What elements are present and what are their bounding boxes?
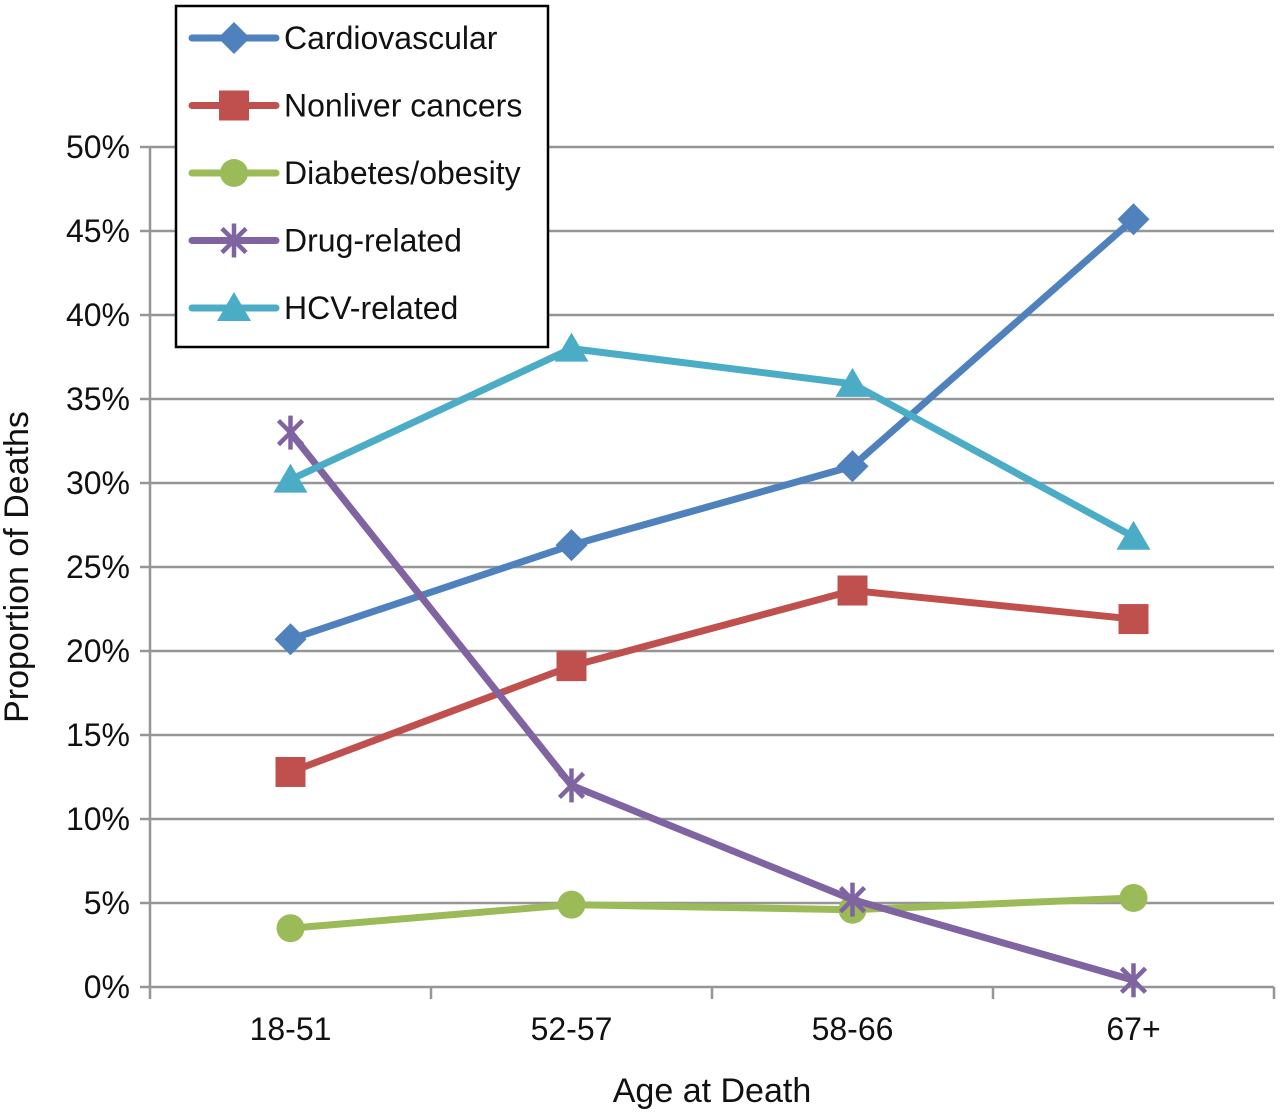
marker-square [837,575,868,606]
series-line-diabetes-obesity [287,894,1137,932]
y-tick-label: 20% [66,633,130,669]
legend-label: Drug-related [284,223,462,259]
marker-triangle [835,367,870,397]
marker-circle [557,890,586,919]
legend-item-hcv-related: HCV-related [188,290,458,326]
marker-circle [1119,883,1148,912]
marker-asterisk [276,415,305,450]
series-hcv-related [273,332,1151,550]
legend-label: Diabetes/obesity [284,155,521,191]
marker-circle [276,914,305,943]
marker-triangle [554,332,589,362]
marker-diamond [1117,203,1150,236]
x-category-label: 67+ [1106,1011,1160,1047]
marker-diamond [555,529,588,562]
y-tick-label: 5% [84,885,130,921]
marker-diamond [836,450,869,483]
legend-item-diabetes-obesity: Diabetes/obesity [188,155,521,191]
marker-square [556,651,587,682]
asterisk-spoke [557,771,586,800]
marker-triangle [217,292,251,321]
asterisk-spoke [1119,966,1148,994]
series-nonliver-cancers [275,575,1149,787]
series-line-drug-related [287,429,1137,984]
marker-diamond [274,623,307,656]
marker-square [1118,604,1149,635]
y-tick-label: 40% [66,297,130,333]
asterisk-spoke [220,226,248,255]
legend-label: HCV-related [284,290,458,326]
marker-square [219,90,249,121]
x-category-label: 52-57 [531,1011,613,1047]
asterisk-spoke [838,886,867,914]
axes: 0% 5% 10% 15% 20% 25% 30% 35% 40% 45% 50% 18-51 52-5… [66,129,1276,1047]
marker-diamond [218,22,250,54]
y-axis-title: Proportion of Deaths [0,411,36,723]
legend-item-cardiovascular: Cardiovascular [188,20,498,56]
x-category-label: 58-66 [812,1011,894,1047]
series-line-hcv-related [287,345,1137,541]
series-cardiovascular [274,203,1150,656]
marker-triangle [1116,520,1151,550]
y-tick-label: 45% [66,213,130,249]
y-tick-label: 30% [66,465,130,501]
y-tick-label: 35% [66,381,130,417]
marker-asterisk [838,882,867,917]
legend-item-drug-related: Drug-related [188,223,462,259]
legend: Cardiovascular Nonliver cancers Diabetes/o… [174,4,550,349]
y-tick-label: 50% [66,129,130,165]
y-tick-label: 0% [84,969,130,1005]
marker-circle [220,159,248,187]
y-tick-label: 15% [66,717,130,753]
series-drug-related [276,415,1148,998]
marker-asterisk [1119,963,1148,998]
y-tick-label: 25% [66,549,130,585]
series-line-cardiovascular [287,215,1137,643]
y-tick-label: 10% [66,801,130,837]
marker-asterisk [557,768,586,803]
series-plot [273,203,1151,998]
marker-square [275,756,306,787]
legend-label: Nonliver cancers [284,88,522,124]
x-axis-title: Age at Death [613,1072,811,1110]
marker-triangle [273,463,308,493]
legend-label: Cardiovascular [284,20,498,56]
legend-item-nonliver-cancers: Nonliver cancers [188,88,522,124]
x-category-label: 18-51 [250,1011,332,1047]
series-line-nonliver-cancers [287,587,1137,776]
series-diabetes-obesity [276,883,1148,943]
marker-asterisk [220,223,248,258]
asterisk-spoke [276,418,305,447]
